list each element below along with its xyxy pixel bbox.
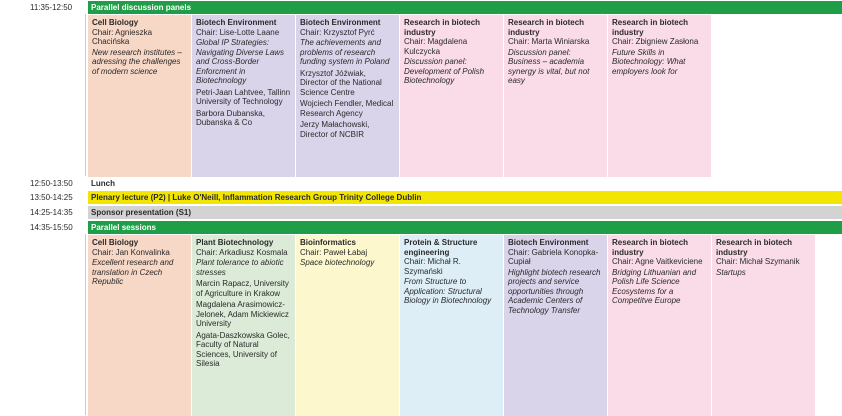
cell-topic: Bridging Lithuanian and Polish Life Scie… [612, 267, 697, 306]
session-cell: Biotech Environment Chair: Gabriela Konop… [504, 235, 607, 416]
cell-topic: Space biotechnology [300, 258, 375, 267]
session-cell: Research in biotech industry Chair: Micha… [712, 235, 815, 416]
cell-title: Research in biotech industry [612, 18, 689, 37]
session-cell: Research in biotech industry Chair: Zbign… [608, 15, 711, 177]
cell-speaker: Marcin Rapacz, University of Agriculture… [196, 279, 289, 298]
time-slot: 14:25-14:35 [30, 208, 73, 217]
cell-chair: Chair: Lise-Lotte Laane [196, 27, 280, 37]
time-slot: 13:50-14:25 [30, 193, 73, 202]
cell-title: Protein & Structure engineering [404, 238, 478, 257]
cell-title: Research in biotech industry [716, 238, 793, 257]
cell-title: Cell Biology [92, 238, 139, 247]
cell-chair: Chair: Agnieszka Chacińska [92, 27, 153, 47]
cell-speaker: Magdalena Arasimowicz-Jelonek, Adam Mick… [196, 300, 289, 328]
cell-chair: Chair: Marta Winiarska [508, 37, 590, 46]
cell-topic: Highlight biotech research projects and … [508, 267, 601, 315]
separator [85, 14, 86, 176]
time-slot: 12:50-13:50 [30, 179, 73, 188]
cell-chair: Chair: Paweł Łabaj [300, 247, 368, 257]
cell-title: Plant Biotechnology [196, 238, 274, 247]
cell-topic: Startups [716, 267, 746, 277]
cell-speaker: Petri-Jaan Lahtvee, Tallinn University o… [196, 87, 291, 107]
cell-title: Biotech Environment [508, 238, 589, 247]
cell-topic: Plant tolerance to abiotic stresses [196, 258, 284, 277]
cell-chair: Chair: Michał Szymanik [716, 257, 800, 266]
cell-title: Biotech Environment [300, 18, 381, 27]
session-bar: Plenary lecture (P2) | Luke O'Neill, Inf… [88, 191, 842, 204]
cell-title: Research in biotech industry [404, 18, 481, 37]
cell-topic: New research institutes – adressing the … [92, 47, 182, 76]
session-bar: Parallel sessions [88, 221, 842, 234]
cell-topic: Discussion panel: Business – academia sy… [508, 47, 590, 86]
cell-chair: Chair: Agne Vaitkeviciene [612, 257, 703, 266]
cell-speaker: Barbora Dubanska, Dubanska & Co [196, 108, 265, 128]
cell-speaker: Agata-Daszkowska Golec, Faculty of Natur… [196, 330, 290, 369]
session-cell: Research in biotech industry Chair: Marta… [504, 15, 607, 177]
cell-topic: Discussion panel: Development of Polish … [404, 57, 485, 85]
time-slot: 11:35-12:50 [30, 3, 73, 12]
session-cell: Protein & Structure engineering Chair: Mi… [400, 235, 503, 416]
cell-chair: Chair: Jan Konvalinka [92, 247, 170, 257]
cell-topic: Excellent research and translation in Cz… [92, 258, 174, 286]
cell-chair: Chair: Gabriela Konopka-Cupiał [508, 247, 599, 267]
cell-topic: From Structure to Application: Structura… [404, 277, 492, 305]
cell-title: Bioinformatics [300, 238, 357, 247]
cell-speaker: Krzysztof Jóźwiak, Director of the Natio… [300, 68, 382, 97]
separator [85, 234, 86, 415]
cell-title: Biotech Environment [196, 18, 277, 27]
cell-chair: Chair: Michał R. Szymański [404, 257, 461, 276]
cell-topic: Global IP Strategies: Navigating Diverse… [196, 38, 285, 85]
session-cell: Research in biotech industry Chair: Agne … [608, 235, 711, 416]
session-cell: Cell Biology Chair: Agnieszka Chacińska Ne… [88, 15, 191, 177]
session-cell: Cell Biology Chair: Jan Konvalinka Excelle… [88, 235, 191, 416]
cell-title: Research in biotech industry [508, 18, 585, 37]
cell-speaker: Jerzy Małachowski, Director of NCBIR [300, 120, 370, 139]
session-cell: Plant Biotechnology Chair: Arkadiusz Kosm… [192, 235, 295, 416]
cell-topic: The achievements and problems of researc… [300, 38, 390, 66]
session-bar: Parallel discussion panels [88, 1, 842, 14]
cell-title: Research in biotech industry [612, 238, 689, 257]
session-bar: Lunch [88, 177, 842, 190]
cell-chair: Chair: Arkadiusz Kosmala [196, 247, 288, 257]
cell-chair: Chair: Krzysztof Pyrć [300, 27, 375, 37]
cell-chair: Chair: Magdalena Kulczycka [404, 37, 468, 56]
cell-chair: Chair: Zbigniew Zasłona [612, 37, 699, 46]
session-cell: Biotech Environment Chair: Lise-Lotte Laa… [192, 15, 295, 177]
session-bar: Sponsor presentation (S1) [88, 206, 842, 219]
session-cell: Bioinformatics Chair: Paweł Łabaj Space bi… [296, 235, 399, 416]
time-slot: 14:35-15:50 [30, 223, 73, 232]
session-cell: Research in biotech industry Chair: Magda… [400, 15, 503, 177]
cell-topic: Future Skills in Biotechnology: What emp… [612, 47, 686, 76]
cell-speaker: Wojciech Fendler, Medical Research Agenc… [300, 99, 394, 118]
cell-title: Cell Biology [92, 18, 139, 27]
session-cell: Biotech Environment Chair: Krzysztof Pyrć… [296, 15, 399, 177]
